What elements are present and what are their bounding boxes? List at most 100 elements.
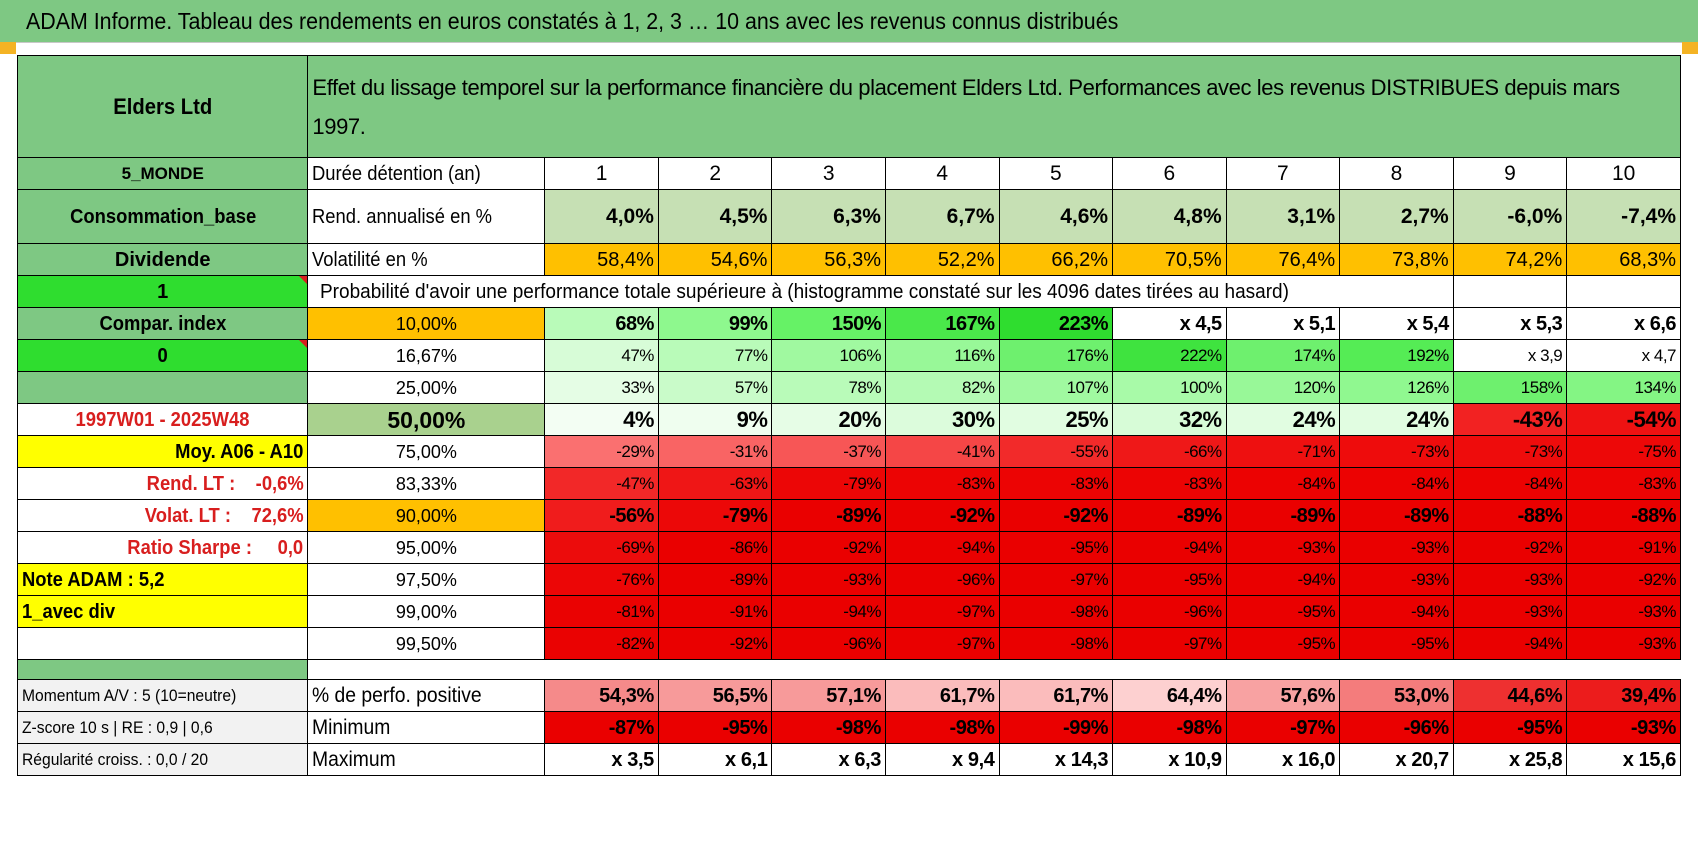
regularite-label: Régularité croiss. : 0,0 / 20: [16, 743, 309, 776]
quantile-row: 99,50% -82% -92% -96% -97% -98% -97% -95% -95% -9…: [16, 627, 1681, 660]
dividende-label: Dividende: [114, 248, 211, 271]
quantile-row: Moy. A06 - A10 75,00% -29% -31% -37% -41% -55%…: [16, 435, 1681, 468]
quantile-value: -56%: [544, 499, 659, 532]
rend-lt-label: Rend. LT : -0,6%: [16, 467, 309, 500]
empty-cell: [1452, 275, 1568, 308]
positive-value: 61,7%: [884, 679, 1000, 712]
volat-row: Dividende Volatilité en % 58,4% 54,6% 56,3…: [16, 243, 1681, 276]
quantile-value: -98%: [998, 595, 1114, 628]
quantile-row: 25,00% 33% 57% 78% 82% 107% 100% 120% 126% 158% 13…: [16, 371, 1681, 404]
minimum-value: -93%: [1566, 711, 1681, 744]
note-adam-label: Note ADAM : 5,2: [16, 563, 309, 596]
quantile-value: -97%: [884, 595, 1000, 628]
volat-value-6: 70,5%: [1112, 243, 1227, 276]
quantile-value: -94%: [1225, 563, 1341, 596]
positive-label: % de perfo. positive: [307, 679, 546, 712]
quantile-value: -76%: [544, 563, 659, 596]
rend-label: Rend. annualisé en %: [312, 205, 493, 228]
empty-side-cell: [16, 371, 309, 404]
consommation-cell: Consommation_base: [16, 189, 309, 244]
quantile-value: 176%: [998, 339, 1114, 372]
separator-blank: [307, 659, 1681, 680]
year-header-3: 3: [771, 157, 886, 190]
quantile-value: -95%: [1112, 563, 1227, 596]
separator-green: [16, 659, 309, 680]
threshold-pct: 99,50%: [307, 627, 546, 660]
positive-value: 57,1%: [771, 679, 886, 712]
minimum-value: -97%: [1225, 711, 1341, 744]
quantile-value: 77%: [657, 339, 773, 372]
report-banner: ADAM Informe. Tableau des rendements en …: [0, 0, 1698, 43]
quantile-value: -69%: [544, 531, 659, 564]
quantile-value: -93%: [1566, 627, 1681, 660]
threshold-pct: 25,00%: [307, 371, 546, 404]
quantile-value: -97%: [1112, 627, 1227, 660]
title-row: Elders Ltd Effet du lissage temporel sur…: [16, 55, 1681, 158]
threshold-pct: 83,33%: [307, 467, 546, 500]
quantile-value: 174%: [1225, 339, 1341, 372]
quantile-value: 106%: [771, 339, 886, 372]
maximum-value: x 14,3: [998, 743, 1114, 776]
quantile-value: -89%: [1225, 499, 1341, 532]
quantile-value: 107%: [998, 371, 1114, 404]
prob-caption-cell: Probabilité d'avoir une performance tota…: [307, 275, 1454, 308]
quantile-value: -89%: [1339, 499, 1454, 532]
threshold-pct: 16,67%: [307, 339, 546, 372]
quantile-value: -95%: [1339, 627, 1454, 660]
quantile-value: -94%: [1452, 627, 1568, 660]
year-header-1: 1: [544, 157, 659, 190]
quantile-value: -73%: [1339, 435, 1454, 468]
quantile-value: -96%: [771, 627, 886, 660]
note-adam-label-text: Note ADAM : 5,2: [22, 568, 165, 591]
positive-value: 57,6%: [1225, 679, 1341, 712]
quantile-value: -91%: [657, 595, 773, 628]
quantile-value: -93%: [1225, 531, 1341, 564]
rend-value-4: 6,7%: [884, 189, 1000, 244]
quantile-row: 1_avec div 99,00% -81% -91% -94% -97% -98% -96%…: [16, 595, 1681, 628]
minimum-label-text: Minimum: [312, 715, 391, 739]
rend-value-6: 4,8%: [1112, 189, 1227, 244]
quantile-value: -95%: [1225, 595, 1341, 628]
volat-value-10: 68,3%: [1566, 243, 1681, 276]
quantile-value: -47%: [544, 467, 659, 500]
positive-value: 61,7%: [998, 679, 1114, 712]
year-header-5: 5: [998, 157, 1114, 190]
quantile-value: 167%: [884, 307, 1000, 340]
quantile-value: 126%: [1339, 371, 1454, 404]
positive-label-text: % de perfo. positive: [312, 683, 483, 707]
rend-value-5: 4,6%: [998, 189, 1114, 244]
positive-value: 44,6%: [1452, 679, 1568, 712]
description-cell: Effet du lissage temporel sur la perform…: [307, 55, 1681, 158]
maximum-value: x 15,6: [1566, 743, 1681, 776]
positive-value: 54,3%: [544, 679, 659, 712]
moy-label: Moy. A06 - A10: [16, 435, 309, 468]
moy-label-text: Moy. A06 - A10: [175, 440, 304, 463]
quantile-value: -92%: [998, 499, 1114, 532]
quantile-value: -96%: [1112, 595, 1227, 628]
threshold-pct: 75,00%: [307, 435, 546, 468]
momentum-label-text: Momentum A/V : 5 (10=neutre): [22, 685, 237, 705]
years-row: 5_MONDE Durée détention (an) 1 2 3 4 5 6 7 8 9 10: [16, 157, 1681, 190]
duration-label: Durée détention (an): [312, 162, 482, 185]
threshold-pct: 95,00%: [307, 531, 546, 564]
quantile-value: -96%: [884, 563, 1000, 596]
quantile-value: 192%: [1339, 339, 1454, 372]
year-header-6: 6: [1112, 157, 1227, 190]
threshold-pct: 10,00%: [307, 307, 546, 340]
quantile-value: 116%: [884, 339, 1000, 372]
compar-label: Compar. index: [16, 307, 309, 340]
quantile-value: 223%: [998, 307, 1114, 340]
quantile-value: -88%: [1566, 499, 1681, 532]
quantile-value: 78%: [771, 371, 886, 404]
maximum-value: x 16,0: [1225, 743, 1341, 776]
avec-div-label: 1_avec div: [16, 595, 309, 628]
quantile-value: -29%: [544, 435, 659, 468]
volat-value-2: 54,6%: [657, 243, 773, 276]
quantile-value: 24%: [1225, 403, 1341, 436]
quantile-value: 158%: [1452, 371, 1568, 404]
maximum-value: x 10,9: [1112, 743, 1227, 776]
quantile-value: -92%: [657, 627, 773, 660]
quantile-value: 33%: [544, 371, 659, 404]
quantile-value: -95%: [998, 531, 1114, 564]
quantile-value: -89%: [771, 499, 886, 532]
